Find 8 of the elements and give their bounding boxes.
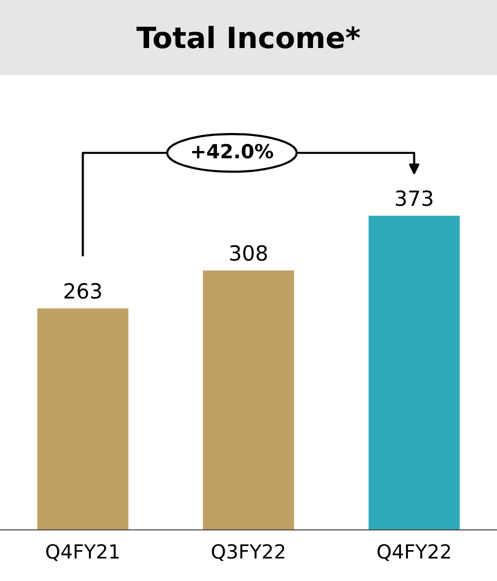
x-tick-label: Q4FY21 <box>46 544 119 562</box>
data-label: 308 <box>230 245 267 261</box>
x-tick-label: Q4FY22 <box>378 544 450 562</box>
chart-title: Total Income* <box>136 26 360 48</box>
data-label: 373 <box>396 190 432 206</box>
data-label: 263 <box>64 283 102 299</box>
text: +42.0% <box>192 144 274 159</box>
x-tick-label: Q3FY22 <box>212 544 284 562</box>
